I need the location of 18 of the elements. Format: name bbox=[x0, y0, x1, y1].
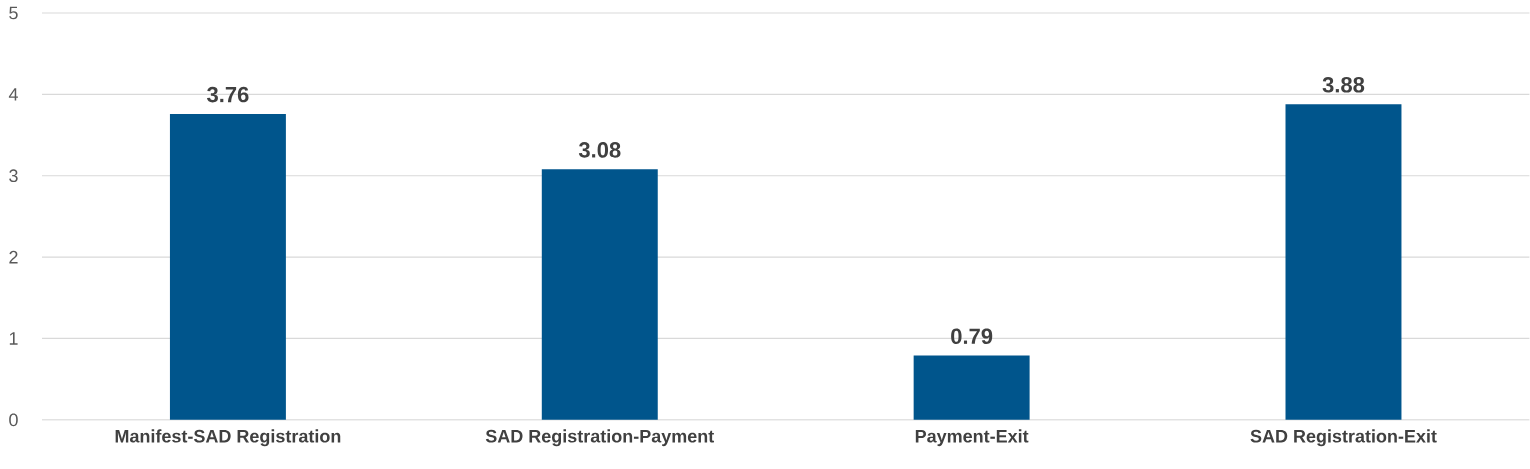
x-tick-label: Payment-Exit bbox=[915, 429, 1029, 447]
x-tick-label: Manifest-SAD Registration bbox=[115, 429, 341, 447]
y-tick-label: 0 bbox=[9, 413, 18, 427]
y-tick-label: 4 bbox=[8, 88, 18, 101]
bar bbox=[541, 169, 658, 420]
x-tick-label: SAD Registration-Exit bbox=[1250, 429, 1437, 447]
y-tick-label: 1 bbox=[9, 332, 18, 345]
bar bbox=[169, 113, 286, 420]
x-tick-label: SAD Registration-Payment bbox=[485, 429, 715, 447]
data-label: 3.08 bbox=[578, 142, 621, 158]
data-label: 0.79 bbox=[951, 328, 993, 345]
bar bbox=[913, 355, 1030, 420]
data-label: 3.76 bbox=[207, 86, 249, 103]
y-tick-label: 2 bbox=[9, 250, 18, 264]
y-tick-label: 5 bbox=[9, 6, 18, 20]
data-label: 3.88 bbox=[1322, 77, 1365, 93]
y-tick-label: 3 bbox=[9, 169, 18, 183]
bar bbox=[1285, 104, 1402, 420]
